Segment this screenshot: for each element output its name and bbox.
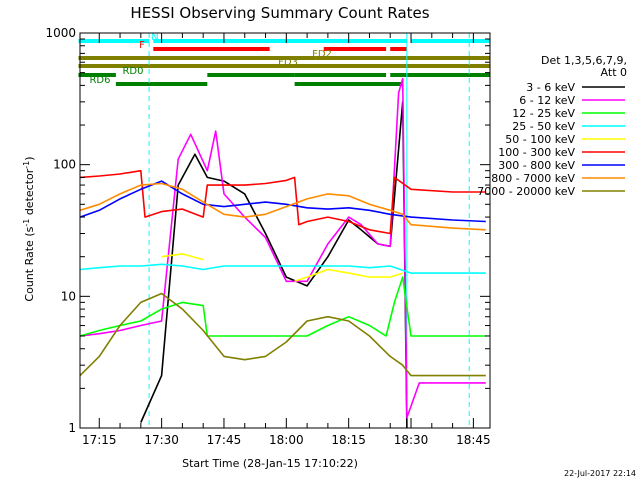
flag-label: RD0 [122,66,143,77]
series-line [79,292,486,377]
y-tick-label: 1 [68,421,76,435]
y-tick-label: 10 [61,289,76,303]
legend-header-line-1: Det 1,3,5,6,7,9, [541,54,627,67]
flag-bars-layer: NF FD2 FD3 RD0 RD6 [78,32,490,86]
legend-label: 300 - 800 keV [498,159,575,172]
y-axis-label-rest: detector [23,168,36,218]
legend-label: 7000 - 20000 keV [477,185,575,198]
flag-label: RD6 [89,75,110,86]
series-line [79,263,486,274]
flag-label: F [139,40,145,51]
legend-label: 25 - 50 keV [512,120,575,133]
plot-frame [79,32,491,429]
legend-label: 100 - 300 keV [498,146,575,159]
flag-label: FD3 [278,57,298,68]
y-axis-label-sup: -1 [22,219,31,227]
x-tick-label: 17:45 [207,433,242,447]
y-axis-label-close: ) [23,156,36,160]
x-tick-label: 18:45 [456,433,491,447]
y-axis-label-main: Count Rate (s [23,226,36,301]
series-line [161,253,403,283]
x-tick-label: 17:15 [82,433,117,447]
x-tick-label: 18:30 [394,433,429,447]
flag-label: N [151,32,158,43]
flag-label: FD2 [312,49,332,60]
y-axis: 1 10 100 1000 [45,26,490,435]
vertical-markers-layer [148,33,470,428]
legend-label: 3 - 6 keV [526,81,575,94]
legend-label: 50 - 100 keV [505,133,575,146]
y-axis-label: Count Rate (s-1 detector-1) [22,156,36,301]
x-axis: 17:15 17:30 17:45 18:00 18:15 18:30 18:45 [82,33,491,447]
legend-label: 800 - 7000 keV [491,172,575,185]
x-axis-label: Start Time (28-Jan-15 17:10:22) [182,457,358,470]
generation-timestamp: 22-Jul-2017 22:14 [564,469,636,478]
series-line [79,182,486,231]
series-line [79,180,486,223]
chart-title: HESSI Observing Summary Count Rates [130,4,429,22]
legend-header-line-2: Att 0 [601,66,627,79]
x-tick-label: 17:30 [144,433,179,447]
legend-label: 6 - 12 keV [519,94,575,107]
x-tick-label: 18:00 [269,433,304,447]
y-tick-label: 1000 [45,26,76,40]
series-line [79,276,486,337]
y-tick-label: 100 [53,158,76,172]
series-line [79,77,486,419]
series-line [140,101,408,429]
series-line [79,169,486,235]
legend-label: 12 - 25 keV [512,107,575,120]
x-tick-label: 18:15 [331,433,366,447]
y-axis-label-sup2: -1 [22,161,31,169]
series-layer [79,77,486,429]
